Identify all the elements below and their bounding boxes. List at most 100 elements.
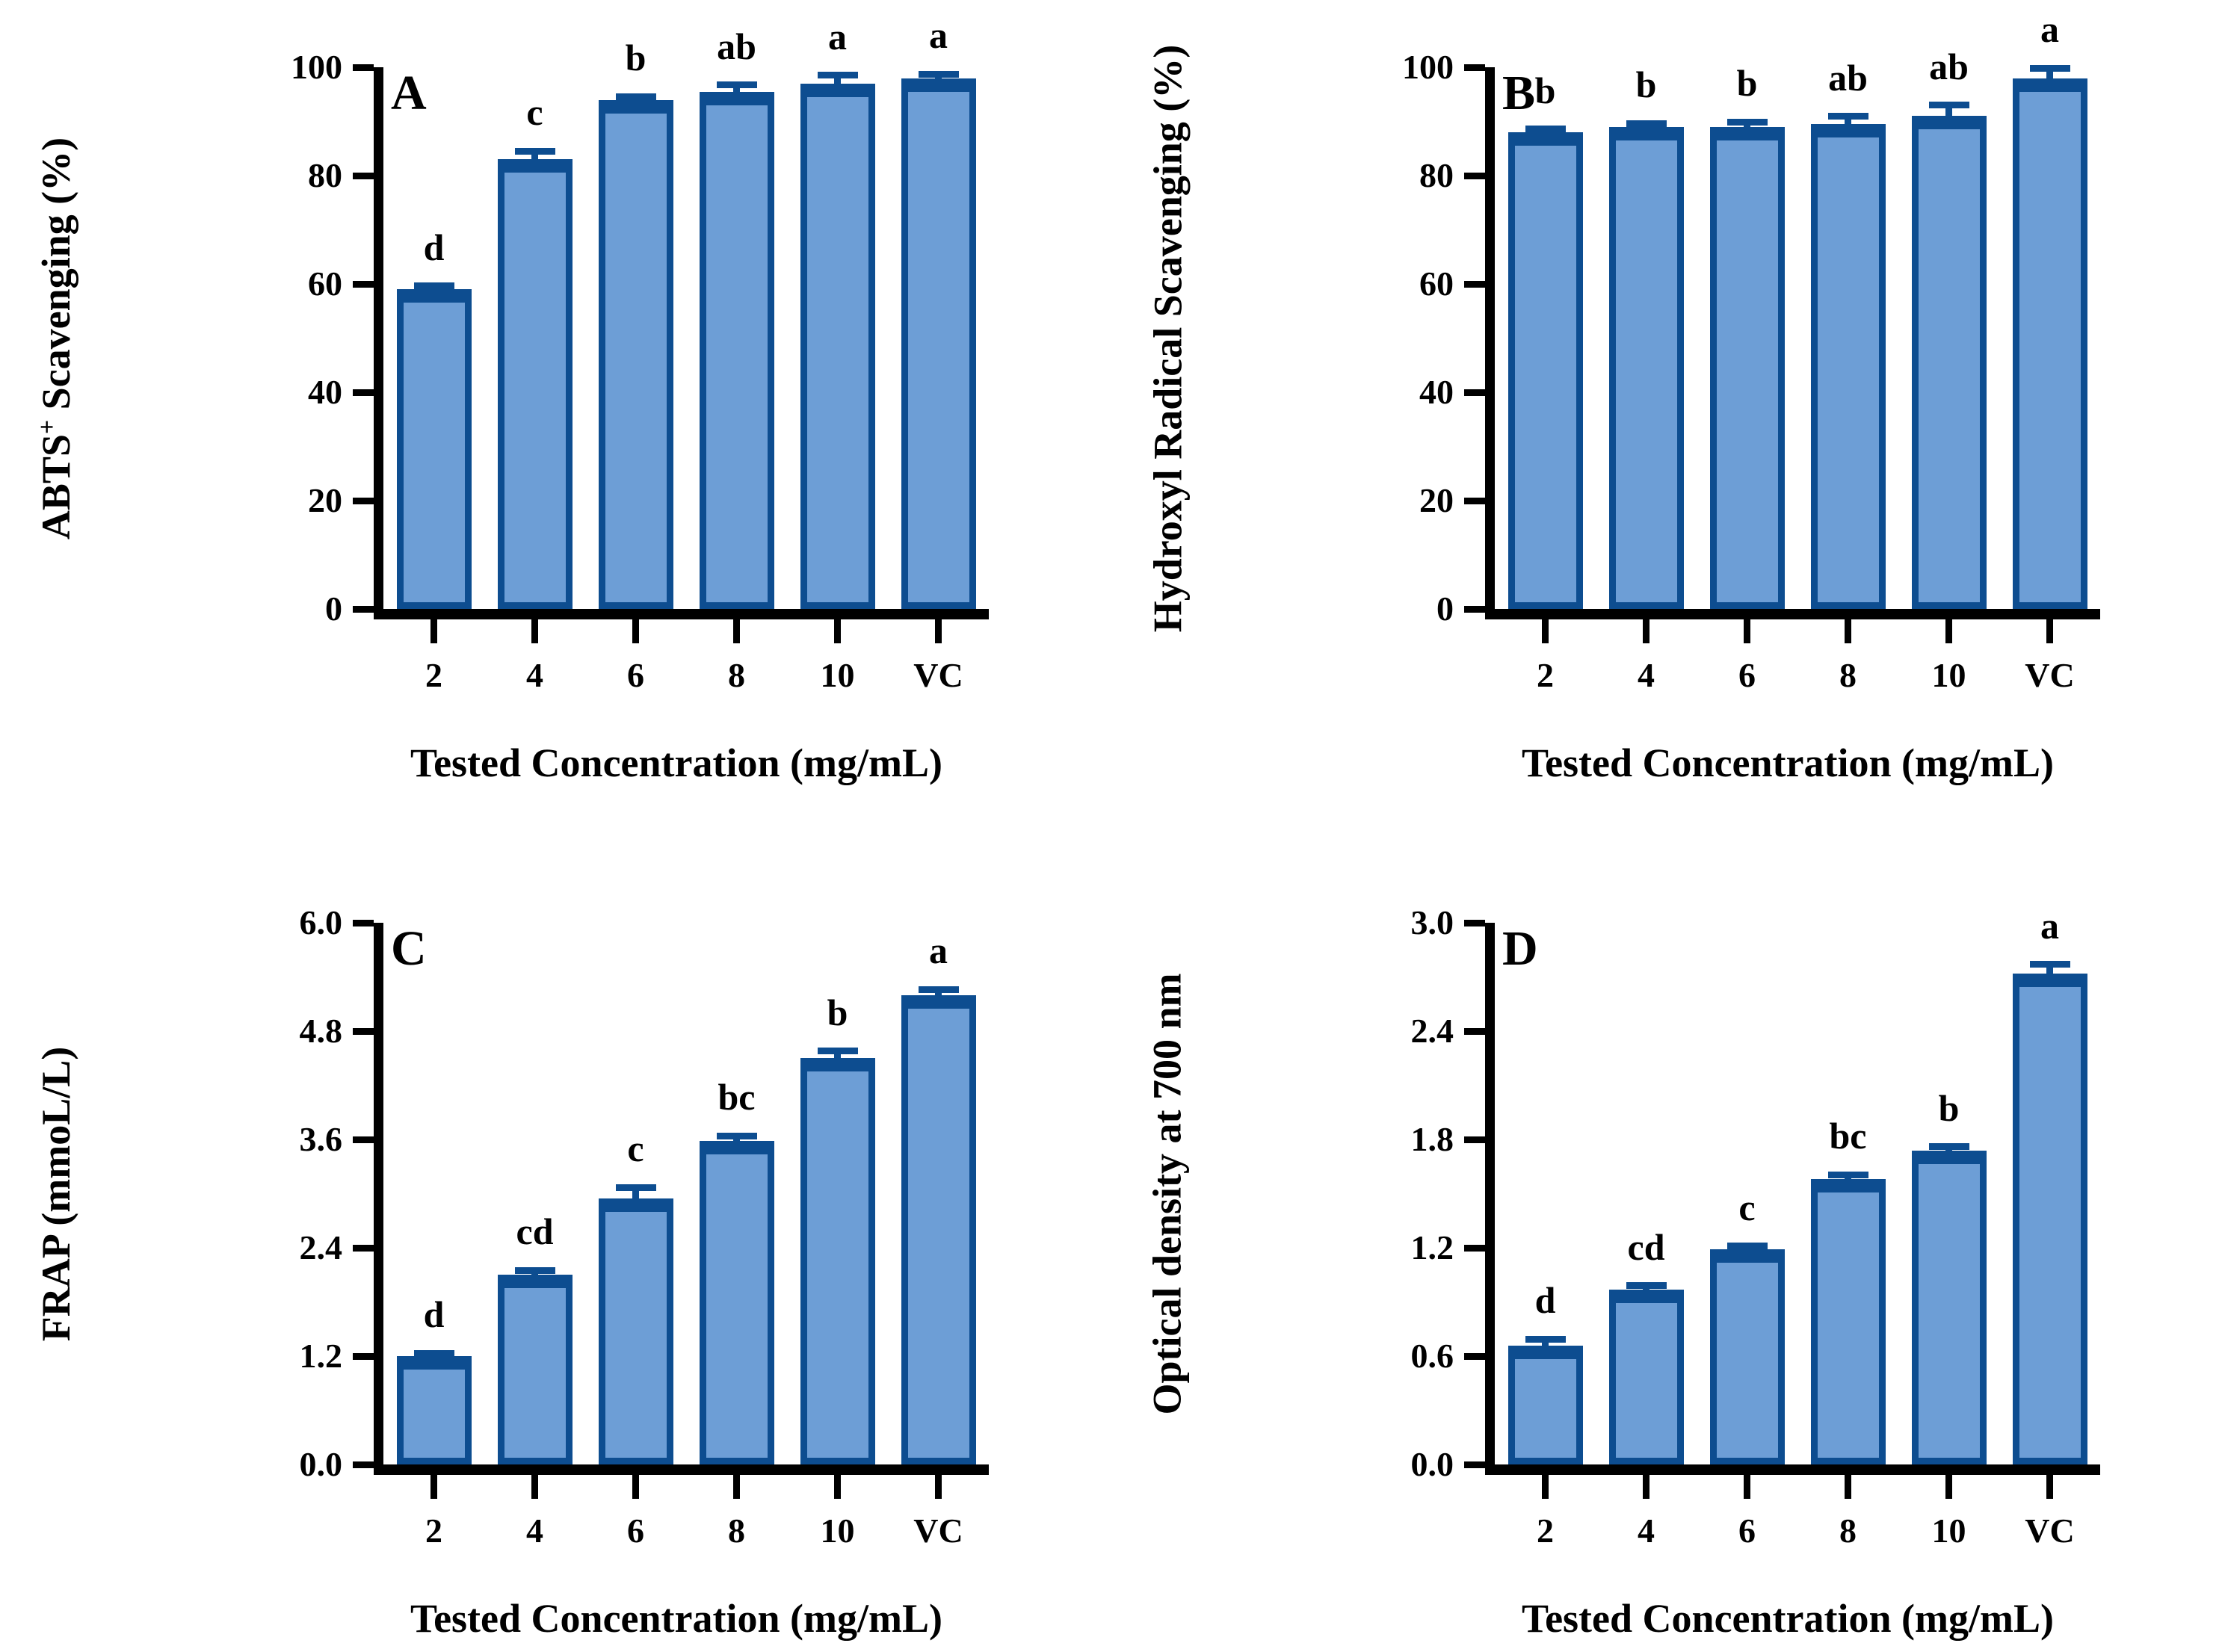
y-tick xyxy=(353,1136,374,1143)
error-bar-cap xyxy=(1726,1243,1768,1250)
y-tick-label: 40 xyxy=(308,373,342,411)
y-tick-label: 80 xyxy=(1419,156,1454,194)
x-tick-label: 8 xyxy=(1839,656,1857,694)
x-tick-label: 2 xyxy=(1537,656,1554,694)
y-tick-label: 6.0 xyxy=(299,903,343,941)
x-tick-label: 2 xyxy=(425,1512,442,1550)
significance-letter: bc xyxy=(1829,1115,1867,1157)
bar xyxy=(2012,973,2087,1464)
x-tick xyxy=(834,1475,841,1499)
x-tick-label: 2 xyxy=(1537,1512,1554,1550)
y-tick-label: 0.0 xyxy=(299,1445,343,1483)
x-tick xyxy=(430,619,437,643)
y-tick xyxy=(353,64,374,71)
x-tick-label: 6 xyxy=(1738,656,1756,694)
y-tick xyxy=(1464,1244,1485,1252)
y-tick-label: 100 xyxy=(291,48,342,86)
y-axis-label: Hydroxyl Radical Scavenging (%) xyxy=(1111,44,1223,632)
panel-letter: A xyxy=(391,66,427,120)
panel-c: FRAP (mmoL/L) C 0.0 1.2 2.4 3.6 4.8 6.0 d 2 cd 4 c 6 b… xyxy=(0,826,1111,1651)
bar xyxy=(2012,78,2087,609)
x-tick-label: VC xyxy=(913,656,963,694)
panel-letter: C xyxy=(391,921,427,976)
panel-letter: D xyxy=(1502,921,1538,976)
y-tick xyxy=(1464,1027,1485,1035)
x-tick xyxy=(1945,619,1952,643)
y-axis-label-text: Hydroxyl Radical Scavenging (%) xyxy=(1145,44,1191,632)
plot-area: A 0 20 40 60 80 100 d 2 c 4 b 6 ab 8 a 10 a VC xyxy=(291,14,989,694)
y-tick-label: 1.8 xyxy=(1410,1120,1454,1158)
significance-letter: b xyxy=(625,37,646,79)
y-tick-label: 2.4 xyxy=(299,1228,343,1266)
error-bar-cap xyxy=(1525,1335,1566,1343)
x-tick-label: 4 xyxy=(1638,1512,1655,1550)
significance-letter: b xyxy=(1534,69,1556,111)
y-tick-label: 0.0 xyxy=(1410,1445,1454,1483)
y-tick-label: 60 xyxy=(1419,264,1454,303)
bar xyxy=(1709,1249,1785,1464)
panel-d: Optical density at 700 nm D 0.0 0.6 1.2 1.8 2.… xyxy=(1111,826,2222,1651)
bar xyxy=(497,159,573,609)
x-tick-label: 6 xyxy=(1738,1512,1756,1550)
y-tick xyxy=(353,389,374,396)
significance-letter: a xyxy=(828,15,847,58)
x-tick-label: 10 xyxy=(820,1512,855,1550)
significance-letter: c xyxy=(1738,1186,1756,1228)
bar xyxy=(598,99,673,609)
y-axis-label: ABTS+ Scavenging (%) xyxy=(0,67,112,609)
bar xyxy=(800,1058,875,1464)
y-tick xyxy=(1464,919,1485,926)
bar xyxy=(1911,1150,1987,1464)
x-tick-label: VC xyxy=(2025,656,2075,694)
y-axis-label: Optical density at 700 nm xyxy=(1111,923,1223,1464)
y-tick xyxy=(353,1352,374,1360)
significance-letter: d xyxy=(423,226,445,268)
bar xyxy=(1507,132,1583,609)
error-bar-cap xyxy=(1525,126,1566,133)
y-tick-label: 20 xyxy=(308,481,342,519)
x-tick-label: 10 xyxy=(1931,656,1966,694)
plot-area: C 0.0 1.2 2.4 3.6 4.8 6.0 d 2 cd 4 c 6 bc 8 b 10 a VC xyxy=(300,903,989,1550)
x-tick xyxy=(632,619,639,643)
x-tick-label: 2 xyxy=(425,656,442,694)
plot-area: D 0.0 0.6 1.2 1.8 2.4 3.0 d 2 cd 4 c 6 bc 8 b 10 a VC xyxy=(1411,903,2100,1550)
bar xyxy=(1709,126,1785,609)
y-tick xyxy=(353,919,374,926)
error-bar-cap xyxy=(1928,102,1969,109)
x-tick-label: 8 xyxy=(728,656,745,694)
x-axis-label: Tested Concentration (mg/mL) xyxy=(410,740,942,785)
y-tick-label: 20 xyxy=(1419,481,1454,519)
y-tick-label: 0 xyxy=(325,590,342,628)
significance-letter: cd xyxy=(516,1210,554,1253)
y-tick-label: 1.2 xyxy=(1410,1228,1454,1266)
x-tick xyxy=(430,1475,437,1499)
y-tick xyxy=(1464,1136,1485,1143)
y-tick-label: 1.2 xyxy=(299,1337,343,1375)
significance-letter: ab xyxy=(1828,56,1868,99)
y-tick xyxy=(1464,1352,1485,1360)
y-tick xyxy=(1464,280,1485,288)
y-tick xyxy=(1464,64,1485,71)
error-bar-cap xyxy=(413,282,454,290)
y-tick xyxy=(1464,389,1485,396)
x-tick xyxy=(531,1475,538,1499)
error-bar-cap xyxy=(514,1266,555,1274)
x-tick xyxy=(1845,619,1851,643)
y-tick xyxy=(1464,1461,1485,1468)
significance-letter: b xyxy=(1635,64,1657,106)
x-tick xyxy=(834,619,841,643)
x-tick xyxy=(1744,619,1750,643)
y-tick-label: 100 xyxy=(1402,48,1454,86)
significance-letter: c xyxy=(627,1127,644,1170)
y-tick-label: 0.6 xyxy=(1410,1337,1454,1375)
significance-letter: d xyxy=(423,1293,445,1336)
x-tick xyxy=(2046,1475,2053,1499)
bar xyxy=(1911,116,1987,609)
x-tick-label: VC xyxy=(2025,1512,2075,1550)
bar xyxy=(396,289,472,609)
bar xyxy=(1810,1179,1886,1464)
y-tick-label: 4.8 xyxy=(299,1012,343,1050)
significance-letter: bc xyxy=(717,1076,756,1119)
bar xyxy=(800,83,875,609)
significance-letter: b xyxy=(1736,62,1758,105)
